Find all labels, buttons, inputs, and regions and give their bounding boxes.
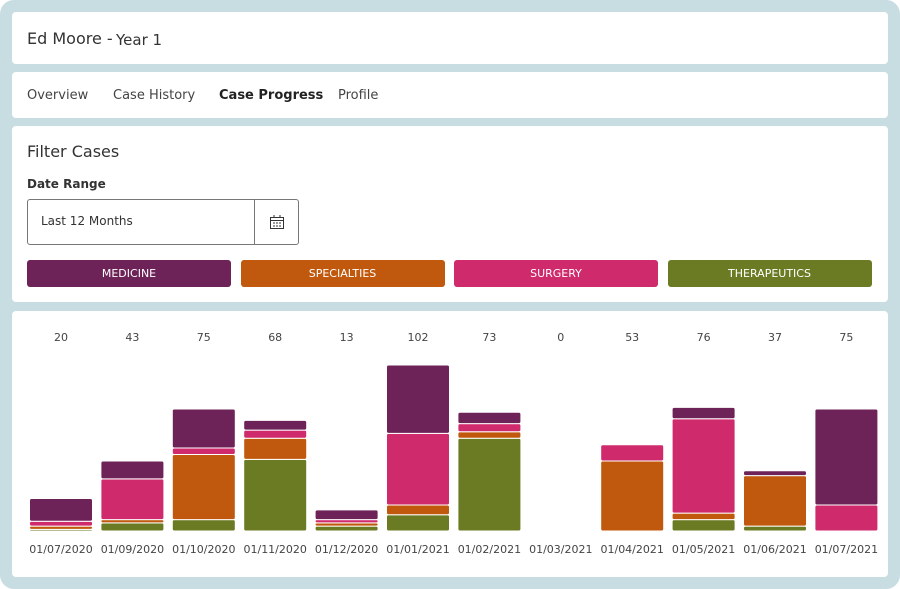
bar-segment: [243, 458, 308, 532]
bar-segment: [386, 514, 450, 532]
bar-segment: [671, 519, 736, 532]
bar-segment: [100, 478, 165, 521]
total-label: 102: [408, 331, 429, 344]
total-label: 75: [839, 331, 853, 344]
total-label: 0: [557, 331, 564, 344]
user-name: Ed Moore -: [27, 29, 113, 48]
series-button[interactable]: MEDICINE: [27, 260, 231, 287]
total-label: 43: [125, 331, 139, 344]
bar-segment: [314, 509, 379, 521]
bar-segment: [171, 519, 236, 532]
chart: 2001/07/20204301/09/20207501/10/20206801…: [29, 331, 879, 556]
bar-segment: [243, 419, 308, 431]
tab[interactable]: Case History: [113, 88, 196, 103]
series-button[interactable]: SURGERY: [454, 260, 658, 287]
bar-segment: [600, 460, 665, 532]
x-tick-label: 01/12/2020: [315, 543, 378, 556]
total-label: 53: [625, 331, 639, 344]
bar-segment: [100, 522, 165, 532]
x-tick-label: 01/09/2020: [101, 543, 164, 556]
total-label: 75: [197, 331, 211, 344]
total-label: 37: [768, 331, 782, 344]
bar-segment: [814, 504, 879, 532]
series-button[interactable]: SPECIALTIES: [240, 260, 445, 287]
bar-segment: [100, 460, 165, 480]
year: Year 1: [116, 31, 163, 49]
bar-segment: [814, 408, 879, 506]
bar-segment: [457, 431, 522, 439]
x-tick-label: 01/02/2021: [458, 543, 521, 556]
filter-card: Filter Cases Date Range Last 12 Months M…: [12, 126, 888, 302]
bar-segment: [171, 454, 236, 521]
date-range-label: Date Range: [27, 177, 106, 191]
chart-card: 20 01/07/2020 43 01/09/2020 75 01/10/2020 68 01…: [12, 311, 888, 577]
bar-segment: [600, 444, 665, 462]
series-button[interactable]: THERAPEUTICS: [667, 260, 872, 287]
tab[interactable]: Case Progress: [219, 88, 324, 103]
x-tick-label: 01/11/2020: [243, 543, 306, 556]
total-label: 68: [268, 331, 282, 344]
bar-segment: [29, 520, 93, 527]
bar-segment: [743, 470, 807, 477]
bar-segment: [743, 525, 807, 532]
bar-segment: [314, 525, 379, 532]
bar-segment: [671, 406, 736, 420]
tab[interactable]: Overview: [27, 88, 89, 103]
x-tick-label: 01/07/2021: [815, 543, 878, 556]
bar-segment: [457, 437, 522, 532]
bar-segment: [171, 408, 236, 449]
x-tick-label: 01/10/2020: [172, 543, 235, 556]
total-label: 20: [54, 331, 68, 344]
x-tick-label: 01/05/2021: [672, 543, 735, 556]
divider: [254, 200, 255, 244]
total-label: 76: [697, 331, 711, 344]
x-tick-label: 01/06/2021: [743, 543, 806, 556]
header-card: Ed Moore - Year 1: [12, 12, 888, 64]
bar-segment: [457, 411, 522, 425]
bar-segment: [671, 418, 736, 514]
bar-segment: [386, 432, 450, 506]
bar-segment: [457, 423, 522, 433]
total-label: 13: [340, 331, 354, 344]
tabs-card: Overview Case History Case Progress Profile: [12, 72, 888, 118]
x-tick-label: 01/01/2021: [386, 543, 449, 556]
tab[interactable]: Profile: [338, 88, 379, 103]
bar-segment: [243, 437, 308, 460]
filter-title: Filter Cases: [27, 142, 120, 161]
date-range-input[interactable]: Last 12 Months: [27, 199, 299, 245]
bar-segment: [29, 497, 93, 522]
bar-segment: [386, 504, 450, 516]
x-tick-label: 01/07/2020: [29, 543, 92, 556]
bar-segment: [743, 475, 807, 527]
x-tick-label: 01/03/2021: [529, 543, 592, 556]
bar-segment: [243, 429, 308, 439]
total-label: 73: [482, 331, 496, 344]
calendar-icon[interactable]: [269, 214, 285, 230]
x-tick-label: 01/04/2021: [600, 543, 663, 556]
bar-segment: [386, 364, 450, 434]
bar-segment: [171, 447, 236, 456]
bar-segment: [671, 512, 736, 521]
date-range-value: Last 12 Months: [41, 214, 133, 228]
